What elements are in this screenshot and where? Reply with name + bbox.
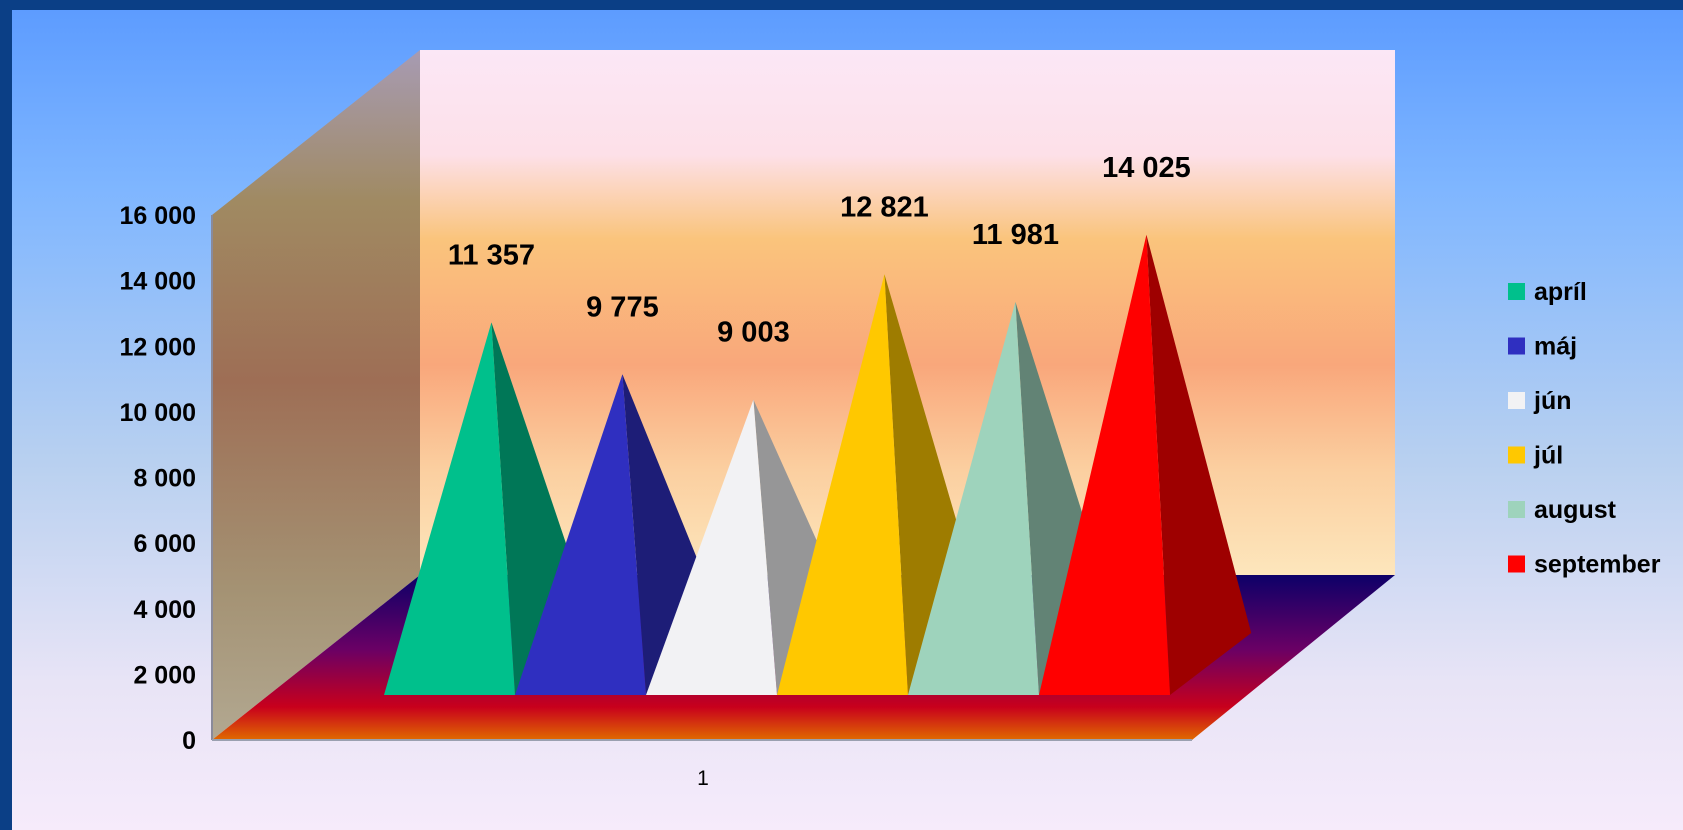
pyramid-front-face: [384, 322, 515, 695]
legend-swatch: [1508, 501, 1525, 518]
x-tick-label: 1: [697, 767, 709, 790]
legend-item: máj: [1508, 333, 1577, 361]
pyramid-front-face: [908, 301, 1039, 695]
legend-label: apríl: [1534, 278, 1587, 306]
legend: apríl máj jún júl august september: [1508, 278, 1661, 579]
pyramid-side-face: [1146, 234, 1252, 695]
legend-swatch: [1508, 555, 1525, 573]
legend-item: september: [1508, 551, 1661, 579]
y-axis-ticks: 0 2 000 4 000 6 000 8 000 10 000 12 000 14 000 1…: [120, 202, 196, 755]
data-label: 12 821: [840, 191, 929, 223]
legend-label: máj: [1534, 333, 1577, 361]
legend-label: júl: [1533, 442, 1563, 470]
legend-item: apríl: [1508, 278, 1587, 306]
data-label: 9 003: [717, 317, 790, 349]
y-tick-label: 2 000: [133, 661, 196, 689]
y-tick-label: 16 000: [120, 202, 196, 230]
legend-swatch: [1508, 392, 1525, 409]
y-tick-label: 14 000: [120, 268, 196, 296]
side-wall: [212, 50, 420, 740]
legend-label: september: [1534, 551, 1661, 579]
legend-label: jún: [1533, 387, 1572, 415]
legend-swatch: [1508, 337, 1525, 355]
data-label: 14 025: [1102, 152, 1191, 184]
legend-item: august: [1508, 496, 1617, 524]
pyramid-chart: 0 2 000 4 000 6 000 8 000 10 000 12 000 14 000 1…: [120, 50, 1661, 790]
y-tick-label: 8 000: [133, 465, 196, 493]
y-tick-label: 6 000: [133, 530, 196, 558]
data-labels: 11 357 9 775 9 003 12 821 11 981 14 025: [448, 152, 1191, 349]
pyramid-front-face: [777, 274, 908, 695]
legend-swatch: [1508, 283, 1525, 300]
legend-swatch: [1508, 446, 1525, 464]
chart-area: 0 2 000 4 000 6 000 8 000 10 000 12 000 14 000 1…: [12, 10, 1683, 830]
legend-label: august: [1534, 496, 1617, 524]
pyramids: [384, 234, 1252, 695]
y-tick-label: 12 000: [120, 333, 196, 361]
data-label: 9 775: [586, 291, 659, 323]
pyramid-september: [1039, 234, 1252, 695]
pyramid-front-face: [646, 399, 777, 695]
legend-item: júl: [1508, 442, 1563, 470]
pyramid-front-face: [1039, 234, 1170, 695]
data-label: 11 357: [448, 239, 535, 271]
y-tick-label: 10 000: [120, 399, 196, 427]
y-tick-label: 4 000: [133, 596, 196, 624]
pyramid-front-face: [515, 374, 646, 695]
legend-item: jún: [1508, 387, 1572, 415]
data-label: 11 981: [972, 219, 1059, 251]
y-tick-label: 0: [182, 727, 196, 755]
